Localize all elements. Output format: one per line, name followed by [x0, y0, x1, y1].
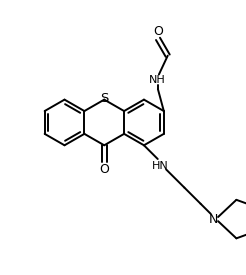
Text: O: O [99, 163, 109, 176]
Text: O: O [153, 25, 163, 38]
Text: S: S [100, 92, 108, 105]
Text: N: N [209, 213, 219, 226]
Text: HN: HN [152, 161, 168, 171]
Text: NH: NH [149, 75, 165, 85]
